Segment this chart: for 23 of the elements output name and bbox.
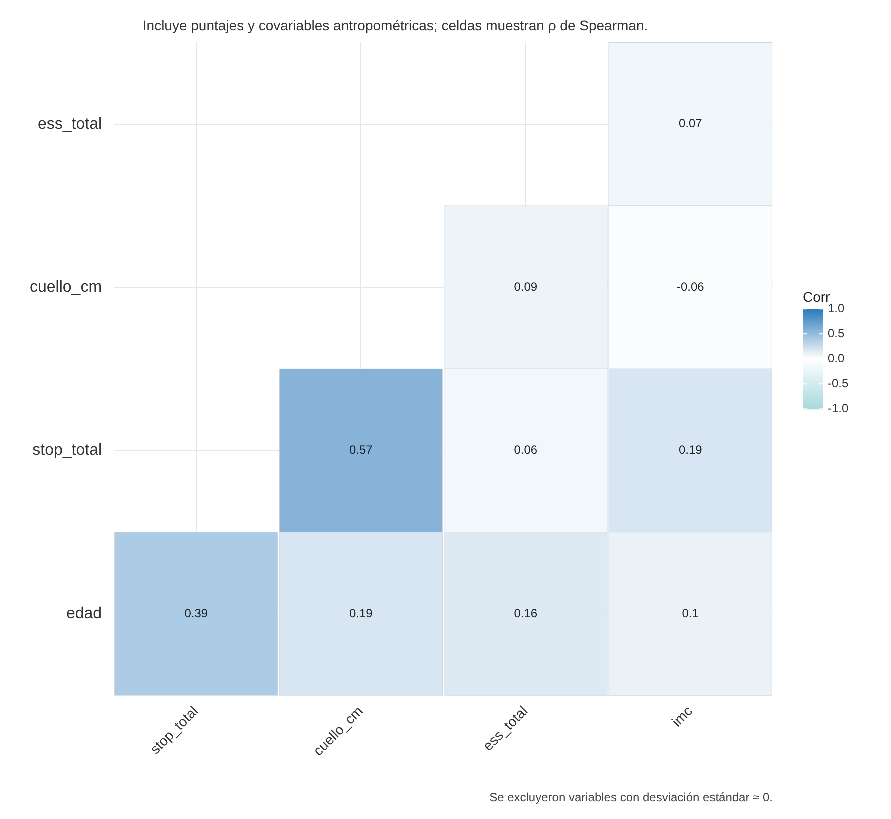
data-label: 0.1 bbox=[682, 606, 700, 620]
data-label: 0.19 bbox=[678, 443, 703, 458]
data-label: 0.39 bbox=[184, 606, 208, 620]
data-label: 0.19 bbox=[349, 606, 374, 620]
chart-subtitle: Incluye puntajes y covariables antropométricas; celdas muestran ρ de Spearman. bbox=[142, 17, 648, 34]
color-bar-title: Corr bbox=[803, 289, 831, 306]
data-label: -0.06 bbox=[676, 280, 705, 294]
x-tick-label: imc bbox=[668, 703, 696, 730]
data-label: 0.06 bbox=[514, 443, 538, 458]
data-label: 0.16 bbox=[514, 606, 538, 620]
data-label: 0.07 bbox=[678, 116, 703, 131]
text: Se excluyeron variables con desviación estándar ≈ 0. bbox=[490, 790, 773, 804]
data-label: 0.09 bbox=[514, 280, 538, 294]
color-bar-label: -0.5 bbox=[828, 376, 850, 390]
color-bar-label: -1.0 bbox=[828, 401, 850, 416]
y-tick-label: ess_total bbox=[38, 116, 102, 133]
y-tick-label: stop_total bbox=[32, 442, 102, 460]
color-bar-label: 0.5 bbox=[828, 326, 846, 340]
y-tick-label: edad bbox=[66, 605, 102, 622]
color-bar-label: 1.0 bbox=[828, 301, 846, 316]
y-tick-label: cuello_cm bbox=[30, 278, 102, 296]
data-label: 0.57 bbox=[349, 443, 374, 458]
color-bar-label: 0.0 bbox=[828, 351, 846, 366]
